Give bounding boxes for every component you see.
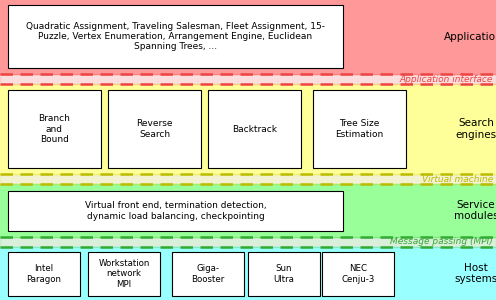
Text: Workstation
network
MPI: Workstation network MPI [98, 259, 150, 289]
Bar [0, 0, 496, 74]
Bar [8, 252, 80, 296]
Bar [8, 90, 101, 168]
Text: Host
systems: Host systems [454, 263, 496, 284]
Text: Applications: Applications [444, 32, 496, 42]
Text: Sun
Ultra: Sun Ultra [274, 264, 295, 284]
Bar [172, 252, 244, 296]
Text: Tree Size
Estimation: Tree Size Estimation [335, 119, 383, 139]
Bar [8, 191, 343, 231]
Bar [0, 184, 496, 237]
Bar [248, 252, 320, 296]
Bar [0, 74, 496, 84]
Bar [0, 174, 496, 184]
Text: Search
engines: Search engines [455, 118, 496, 140]
Text: Virtual front end, termination detection,
dynamic load balancing, checkpointing: Virtual front end, termination detection… [85, 201, 266, 221]
Bar [322, 252, 394, 296]
Text: Reverse
Search: Reverse Search [136, 119, 173, 139]
Text: Message passing (MPI): Message passing (MPI) [390, 238, 493, 247]
Bar [8, 5, 343, 68]
Bar [0, 247, 496, 300]
Text: Giga-
Booster: Giga- Booster [191, 264, 225, 284]
Bar [108, 90, 201, 168]
Text: Service
modules: Service modules [454, 200, 496, 221]
Bar [208, 90, 301, 168]
Text: Application interface: Application interface [400, 74, 493, 83]
Text: Backtrack: Backtrack [232, 124, 277, 134]
Bar [0, 84, 496, 174]
Bar [88, 252, 160, 296]
Text: NEC
Cenju-3: NEC Cenju-3 [341, 264, 374, 284]
Text: Intel
Paragon: Intel Paragon [26, 264, 62, 284]
Bar [0, 237, 496, 247]
Text: Branch
and
Bound: Branch and Bound [39, 114, 70, 144]
Text: Virtual machine: Virtual machine [422, 175, 493, 184]
Text: Quadratic Assignment, Traveling Salesman, Fleet Assignment, 15-
Puzzle, Vertex E: Quadratic Assignment, Traveling Salesman… [26, 22, 325, 51]
Bar [313, 90, 406, 168]
